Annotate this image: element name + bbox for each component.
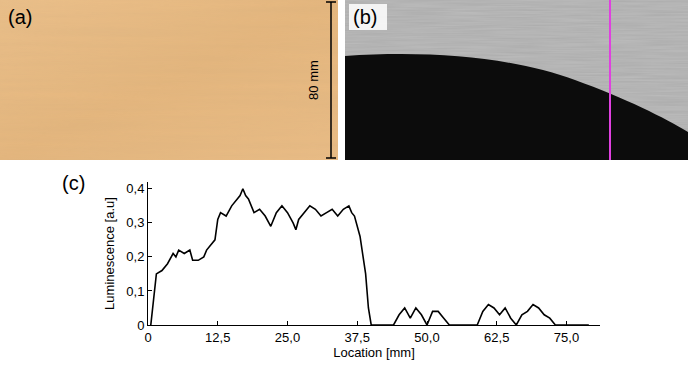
svg-text:(b): (b) [353, 6, 377, 28]
svg-text:0,1: 0,1 [126, 284, 144, 299]
svg-text:80 mm: 80 mm [306, 60, 321, 100]
svg-text:25,0: 25,0 [275, 330, 300, 345]
svg-text:62,5: 62,5 [484, 330, 509, 345]
svg-text:Luminescence [a.u]: Luminescence [a.u] [102, 197, 117, 310]
html-text:(c): (c) [62, 172, 86, 194]
svg-text:Location [mm]: Location [mm] [333, 345, 415, 360]
svg-text:50,0: 50,0 [414, 330, 439, 345]
svg-text:75,0: 75,0 [554, 330, 579, 345]
svg-text:37,5: 37,5 [345, 330, 370, 345]
svg-text:0,3: 0,3 [126, 215, 144, 230]
svg-text:0: 0 [137, 318, 144, 333]
svg-text:0,4: 0,4 [126, 181, 144, 196]
svg-text:0: 0 [144, 330, 151, 345]
svg-text:(a): (a) [8, 6, 32, 28]
svg-text:0,2: 0,2 [126, 249, 144, 264]
svg-text:12,5: 12,5 [205, 330, 230, 345]
